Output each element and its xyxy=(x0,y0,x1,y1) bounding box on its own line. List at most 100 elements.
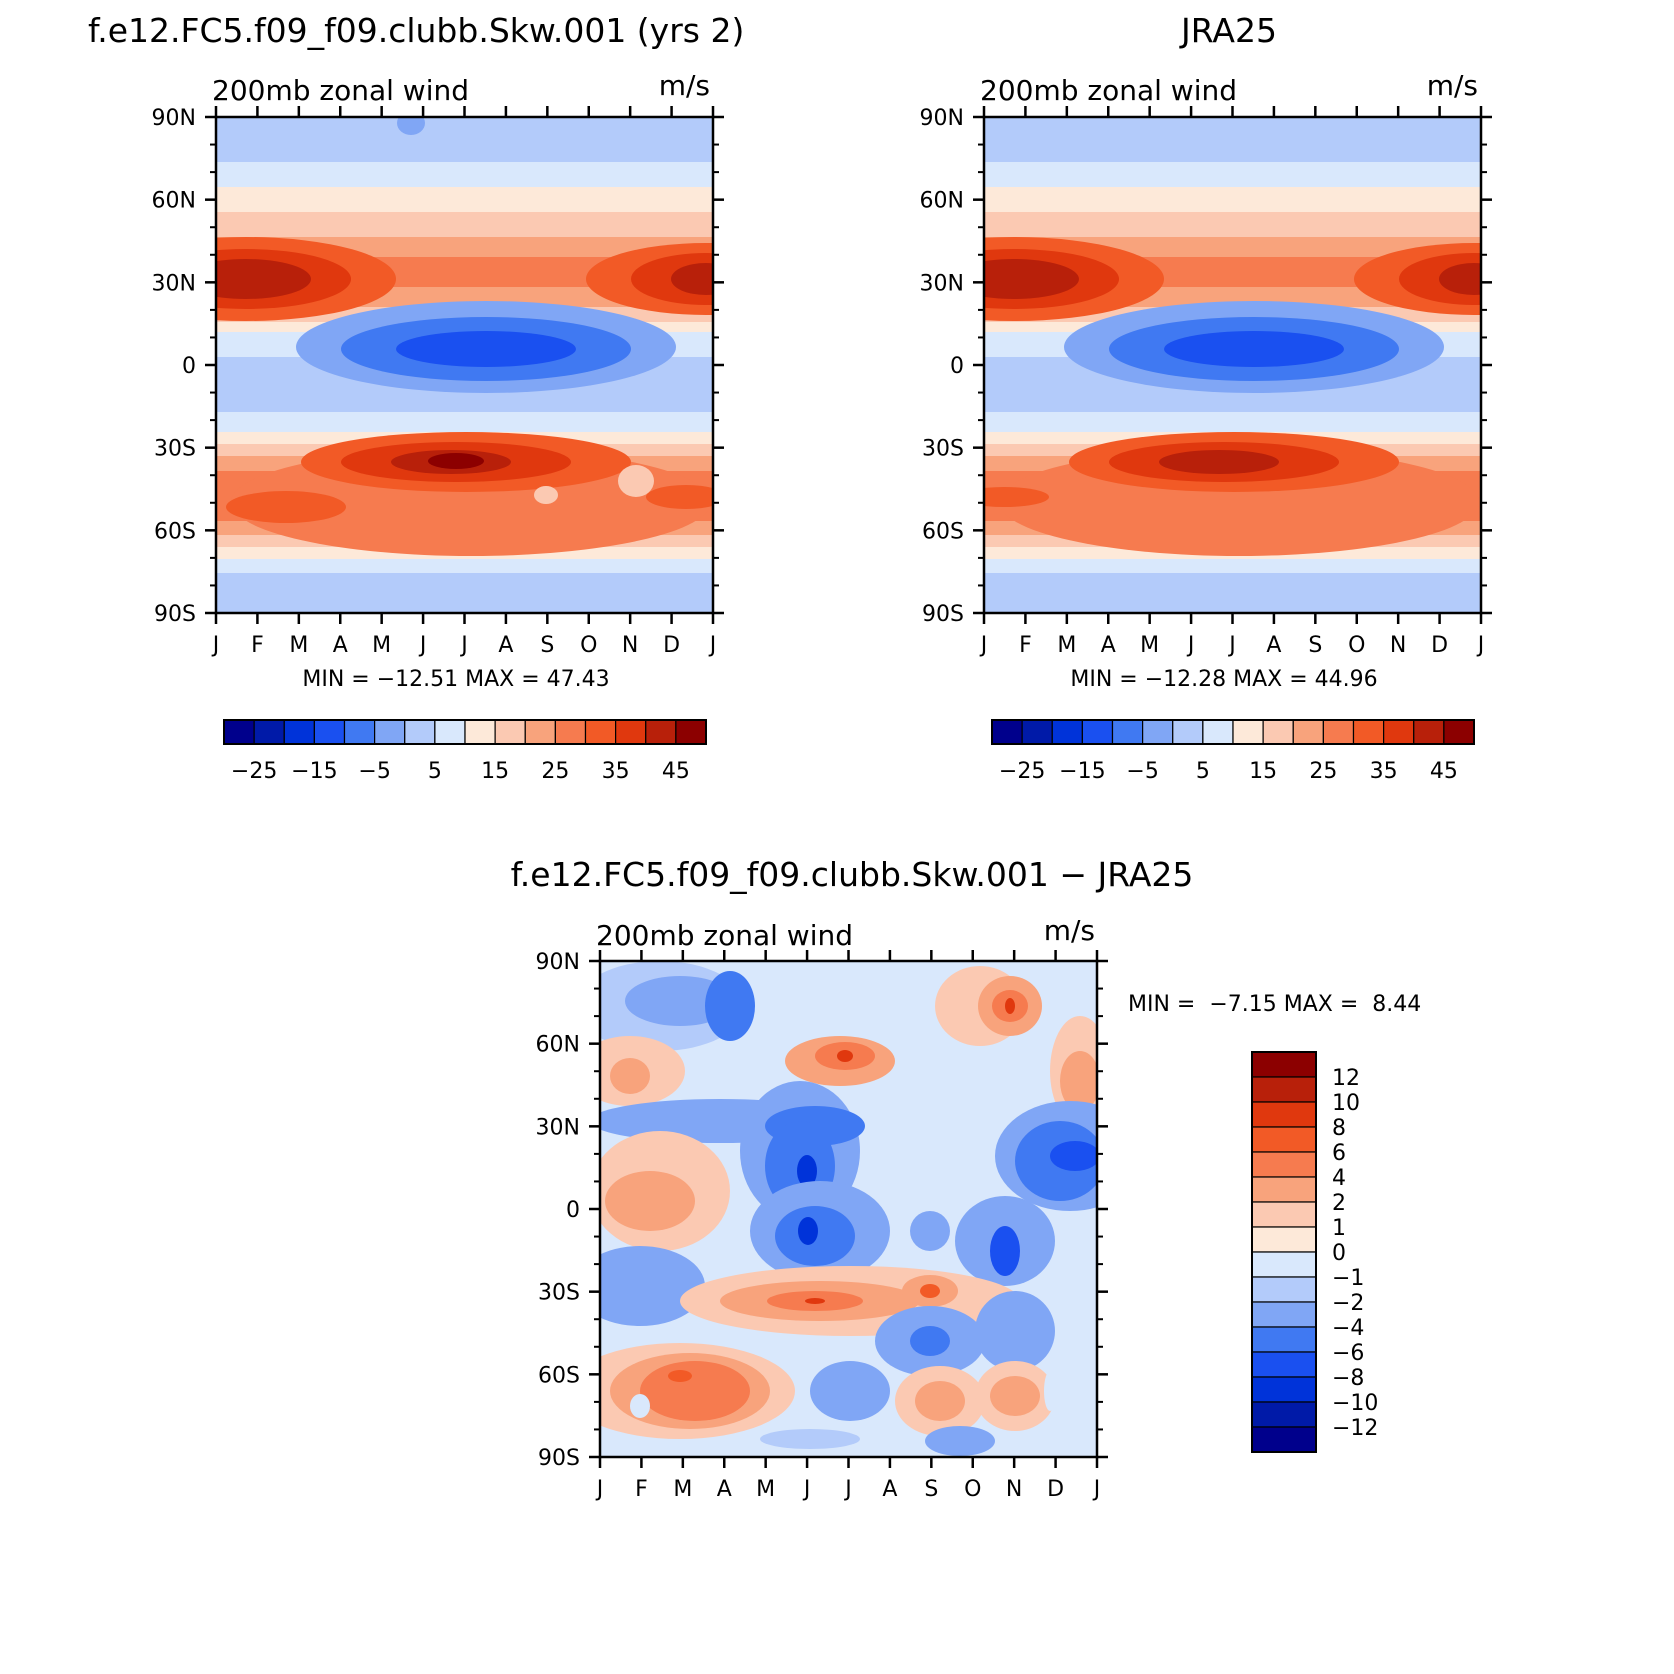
panel-obs-plot-area xyxy=(984,117,1481,613)
y-tick-label: 30S xyxy=(538,1281,580,1306)
contour-band xyxy=(984,117,1481,162)
x-tick-label: O xyxy=(964,1477,981,1502)
y-tick-label: 30N xyxy=(536,1115,580,1140)
x-tick-label: J xyxy=(708,633,717,658)
contour-band xyxy=(984,573,1481,613)
panel-model-units: m/s xyxy=(659,69,710,102)
colorbar-label: 5 xyxy=(1196,759,1210,784)
x-tick-label: J xyxy=(418,633,427,658)
x-tick-label: M xyxy=(289,633,308,658)
contour-blob xyxy=(1439,263,1481,295)
panel-diff: f.e12.FC5.f09_f09.clubb.Skw.001 − JRA25 … xyxy=(511,855,1422,1502)
y-tick-label: 60N xyxy=(536,1033,580,1058)
colorbar-swatch xyxy=(615,719,647,745)
colorbar-swatch xyxy=(584,719,617,745)
panel-obs-title: JRA25 xyxy=(1179,11,1277,50)
colorbar-swatch xyxy=(1251,1176,1317,1203)
colorbar-swatch xyxy=(1251,1101,1317,1128)
x-tick-label: A xyxy=(333,633,348,658)
contour-band xyxy=(216,162,713,187)
y-tick-label: 90N xyxy=(152,106,196,131)
colorbar-swatch xyxy=(374,719,406,745)
colorbar-label: 4 xyxy=(1332,1166,1346,1191)
y-tick-label: 30N xyxy=(920,271,964,296)
colorbar-swatch xyxy=(675,719,707,745)
contour-blob xyxy=(534,486,558,504)
contour-blob xyxy=(630,1394,650,1418)
contour-band xyxy=(216,187,713,212)
colorbar-label: 8 xyxy=(1332,1116,1346,1141)
panel-diff-subtitle-left: 200mb zonal wind xyxy=(596,919,853,952)
colorbar-swatch xyxy=(1251,1301,1317,1328)
x-tick-label: M xyxy=(372,633,391,658)
colorbar-swatch xyxy=(494,719,526,745)
colorbar-label: 35 xyxy=(602,759,630,784)
colorbar-swatch xyxy=(1142,719,1174,745)
x-tick-label: D xyxy=(1047,1477,1064,1502)
x-tick-label: J xyxy=(1186,633,1195,658)
contour-blob xyxy=(1164,331,1344,367)
contour-blob xyxy=(600,1246,705,1326)
colorbar-label: −15 xyxy=(1059,759,1105,784)
contour-blob xyxy=(1044,1371,1056,1411)
colorbar-swatch xyxy=(1352,719,1385,745)
contour-blob xyxy=(1050,1141,1097,1171)
colorbar-swatch xyxy=(464,719,496,745)
colorbar-label: 5 xyxy=(428,759,442,784)
colorbar-swatch xyxy=(1251,1126,1317,1153)
panel-diff-field xyxy=(600,961,1097,1457)
x-tick-label: D xyxy=(663,633,680,658)
colorbar-swatch xyxy=(1443,719,1475,745)
colorbar-swatch xyxy=(1232,719,1264,745)
contour-blob xyxy=(810,1361,890,1421)
panel-obs-subtitle-left: 200mb zonal wind xyxy=(980,74,1237,107)
panel-obs-minmax: MIN = −12.28 MAX = 44.96 xyxy=(1070,667,1377,692)
colorbar-label: 25 xyxy=(1309,759,1337,784)
colorbar-label: −12 xyxy=(1332,1416,1378,1441)
y-tick-label: 30N xyxy=(152,271,196,296)
colorbar-label: 1 xyxy=(1332,1216,1346,1241)
panel-obs-colorbar: −25 −15 −5 5 15 25 35 45 xyxy=(991,719,1475,784)
contour-band xyxy=(984,187,1481,212)
colorbar-swatch xyxy=(1322,719,1355,745)
contour-band xyxy=(984,212,1481,237)
panel-model-plot-area xyxy=(216,117,713,613)
contour-blob xyxy=(216,259,311,299)
colorbar-label: −15 xyxy=(291,759,337,784)
panel-model-field xyxy=(216,117,713,613)
x-tick-label: J xyxy=(595,1477,604,1502)
y-tick-label: 60S xyxy=(538,1363,580,1388)
contour-band xyxy=(216,117,713,162)
y-tick-label: 30S xyxy=(154,437,196,462)
contour-blob xyxy=(605,1171,695,1231)
colorbar-label: 6 xyxy=(1332,1141,1346,1166)
colorbar-label: 2 xyxy=(1332,1191,1346,1216)
colorbar-label: 45 xyxy=(662,759,690,784)
y-tick-label: 0 xyxy=(566,1198,580,1223)
colorbar-label: −25 xyxy=(231,759,277,784)
x-tick-label: S xyxy=(1308,633,1322,658)
panel-model-title: f.e12.FC5.f09_f09.clubb.Skw.001 (yrs 2) xyxy=(88,11,744,50)
colorbar-swatch xyxy=(253,719,285,745)
x-tick-label: J xyxy=(843,1477,852,1502)
colorbar-swatch xyxy=(434,719,466,745)
y-tick-label: 0 xyxy=(950,354,964,379)
colorbar-swatch xyxy=(1202,719,1234,745)
colorbar-swatch xyxy=(1172,719,1204,745)
y-tick-label: 60N xyxy=(920,189,964,214)
colorbar-swatch xyxy=(223,719,255,745)
colorbar-swatch xyxy=(1251,1151,1317,1178)
colorbar-swatch xyxy=(1251,1326,1317,1353)
x-tick-label: F xyxy=(251,633,264,658)
contour-blob xyxy=(984,259,1079,299)
colorbar-swatch xyxy=(1251,1376,1317,1403)
contour-blob xyxy=(925,1426,995,1456)
y-tick-label: 0 xyxy=(182,354,196,379)
colorbar-swatch xyxy=(645,719,677,745)
colorbar-label: 0 xyxy=(1332,1241,1346,1266)
contour-blob xyxy=(671,263,713,295)
panel-diff-units: m/s xyxy=(1044,914,1095,947)
